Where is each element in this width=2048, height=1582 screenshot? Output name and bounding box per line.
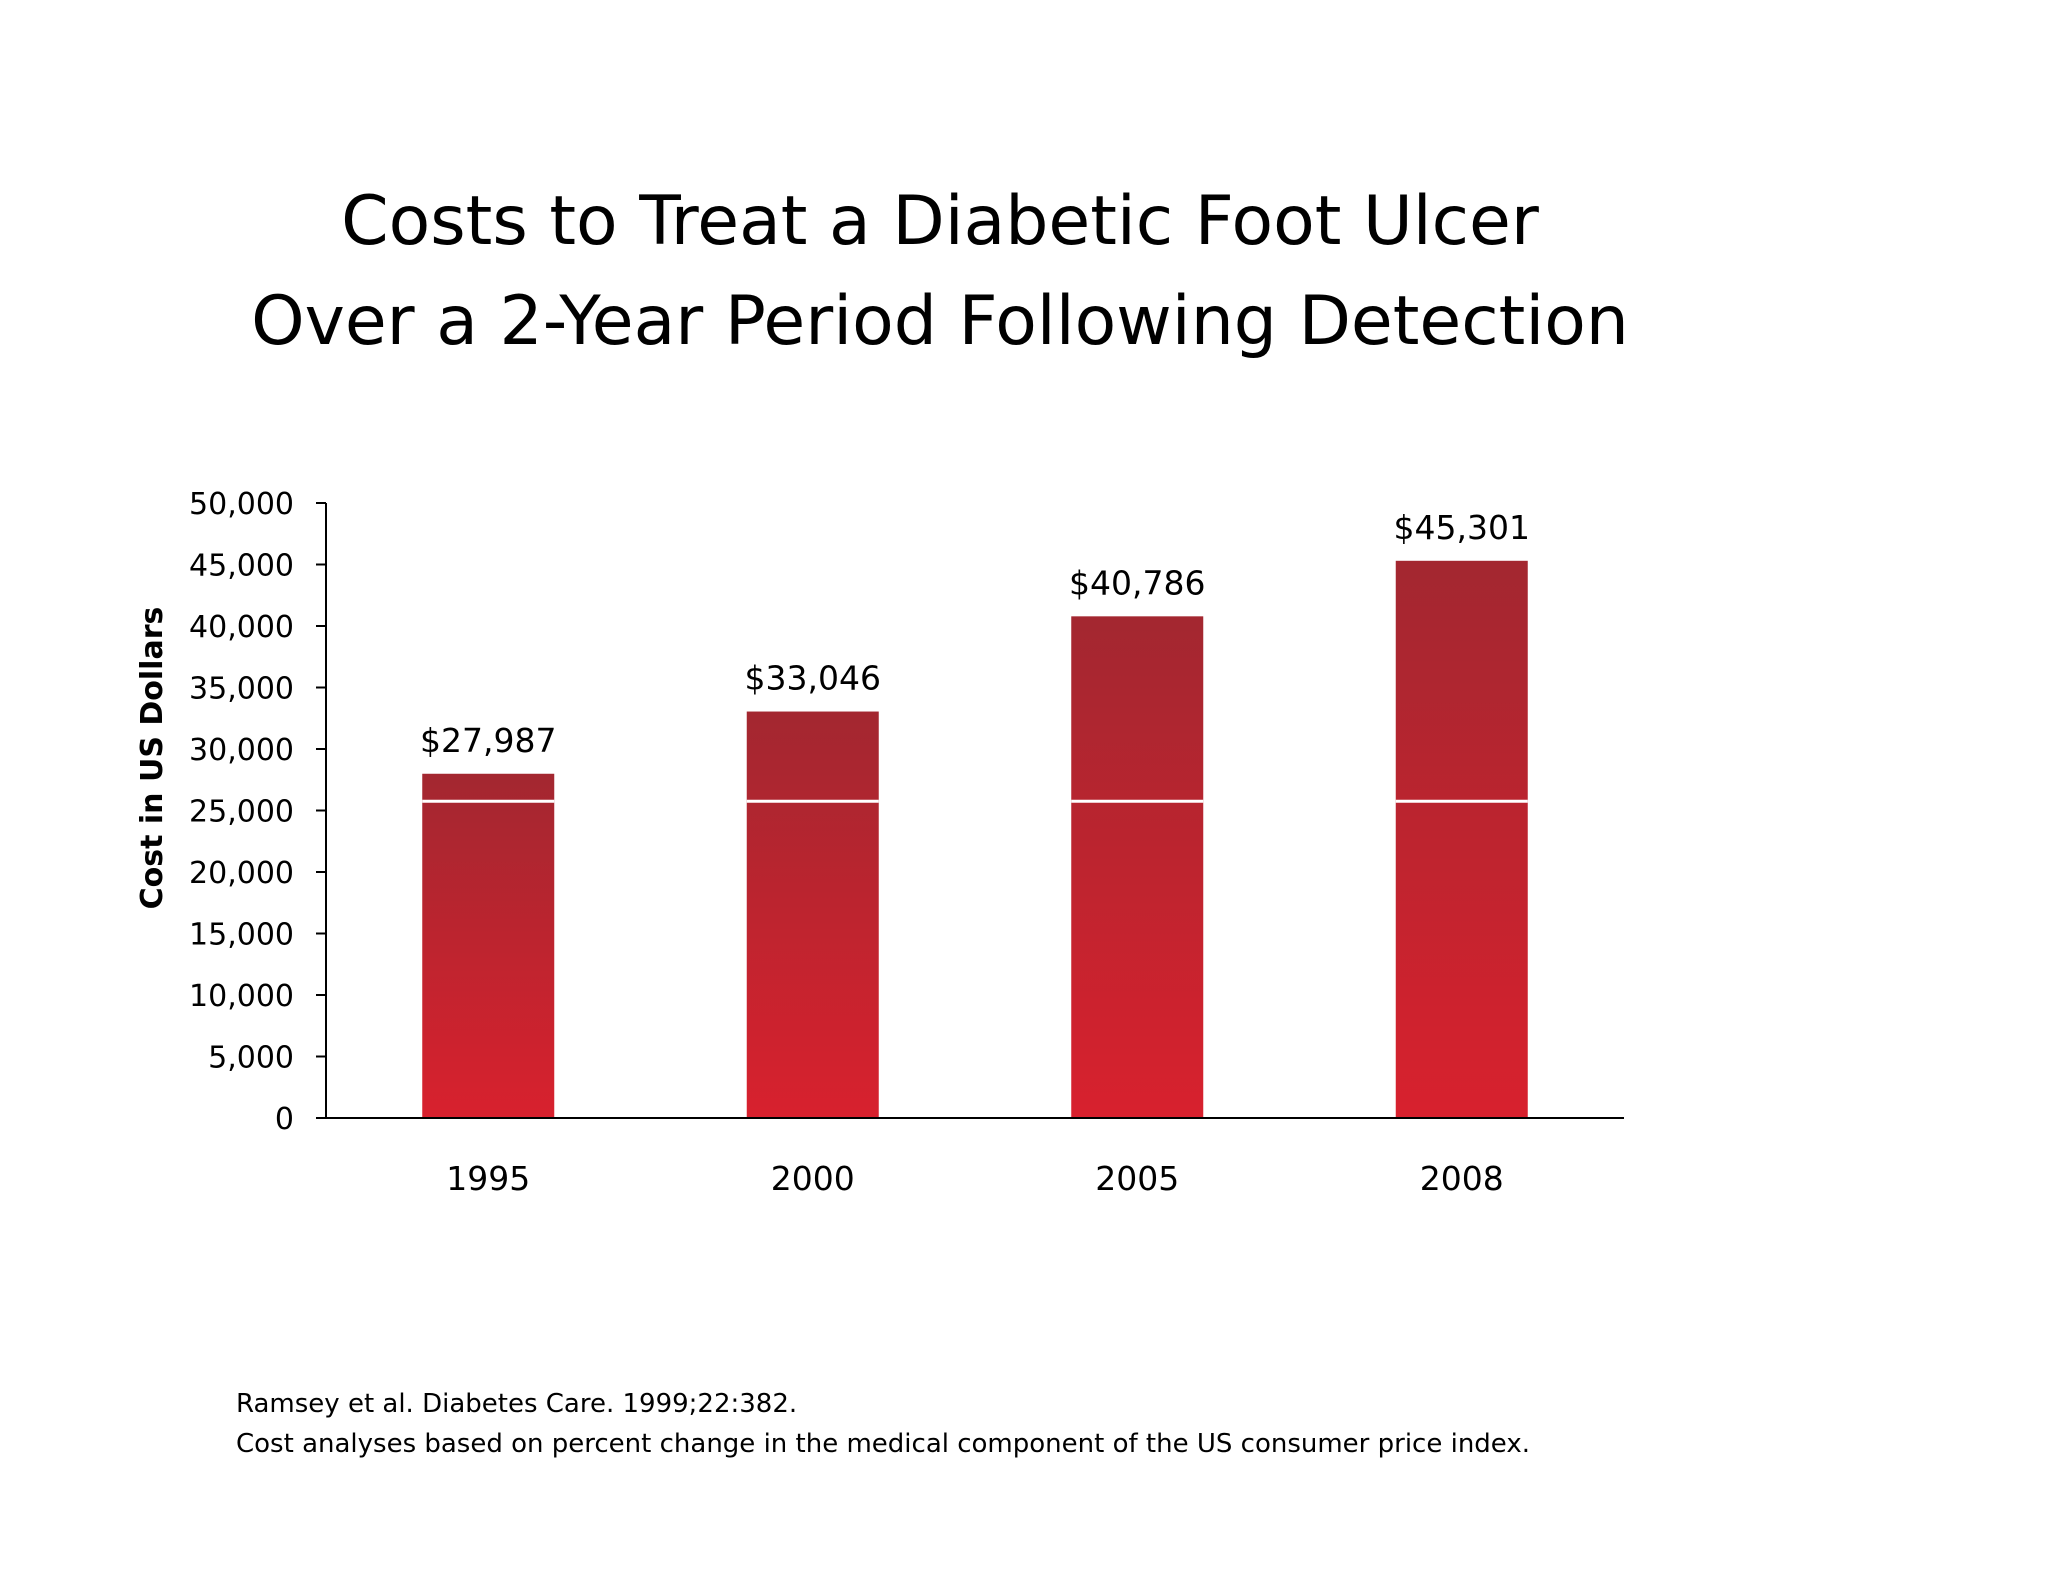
- data-label-2000: $33,046: [745, 659, 881, 698]
- y-tick-label: 40,000: [189, 610, 294, 645]
- data-label-2005: $40,786: [1069, 563, 1205, 602]
- footnotes: Ramsey et al. Diabetes Care. 1999;22:382…: [236, 1384, 1530, 1464]
- slide-title-line-1: Costs to Treat a Diabetic Foot Ulcer: [341, 182, 1539, 261]
- y-tick-label: 0: [275, 1102, 294, 1137]
- category-label-2005: 2005: [1095, 1159, 1179, 1198]
- category-label-2000: 2000: [771, 1159, 855, 1198]
- y-tick-label: 15,000: [189, 918, 294, 953]
- y-tick-label: 10,000: [189, 979, 294, 1014]
- y-tick-label: 30,000: [189, 733, 294, 768]
- y-tick-label: 50,000: [189, 487, 294, 522]
- data-label-1995: $27,987: [420, 721, 556, 760]
- bar-2005: [1071, 616, 1204, 1118]
- bar-series: [422, 560, 1528, 1118]
- method-note: Cost analyses based on percent change in…: [236, 1429, 1530, 1459]
- data-label-2008: $45,301: [1394, 508, 1530, 547]
- citation: Ramsey et al. Diabetes Care. 1999;22:382…: [236, 1389, 798, 1419]
- y-tick-label: 45,000: [189, 549, 294, 584]
- bar-2000: [746, 711, 879, 1118]
- data-labels: $27,987 $33,046 $40,786 $45,301: [420, 508, 1530, 760]
- y-tick-label: 25,000: [189, 795, 294, 830]
- bar-2008: [1395, 560, 1528, 1118]
- y-tick-label: 5,000: [208, 1041, 294, 1076]
- slide-title-line-2: Over a 2-Year Period Following Detection: [251, 282, 1629, 361]
- category-labels: 1995 2000 2005 2008: [446, 1159, 1503, 1198]
- y-tick-label: 35,000: [189, 672, 294, 707]
- y-axis-ticks: 0 5,000 10,000 15,000 20,000 25,000 30,000 35,0…: [189, 487, 326, 1137]
- slide-title: Costs to Treat a Diabetic Foot Ulcer Ove…: [0, 172, 1880, 372]
- y-tick-label: 20,000: [189, 856, 294, 891]
- y-axis-title: Cost in US Dollars: [135, 607, 170, 910]
- category-label-1995: 1995: [446, 1159, 530, 1198]
- category-label-2008: 2008: [1420, 1159, 1504, 1198]
- bar-1995: [422, 773, 555, 1118]
